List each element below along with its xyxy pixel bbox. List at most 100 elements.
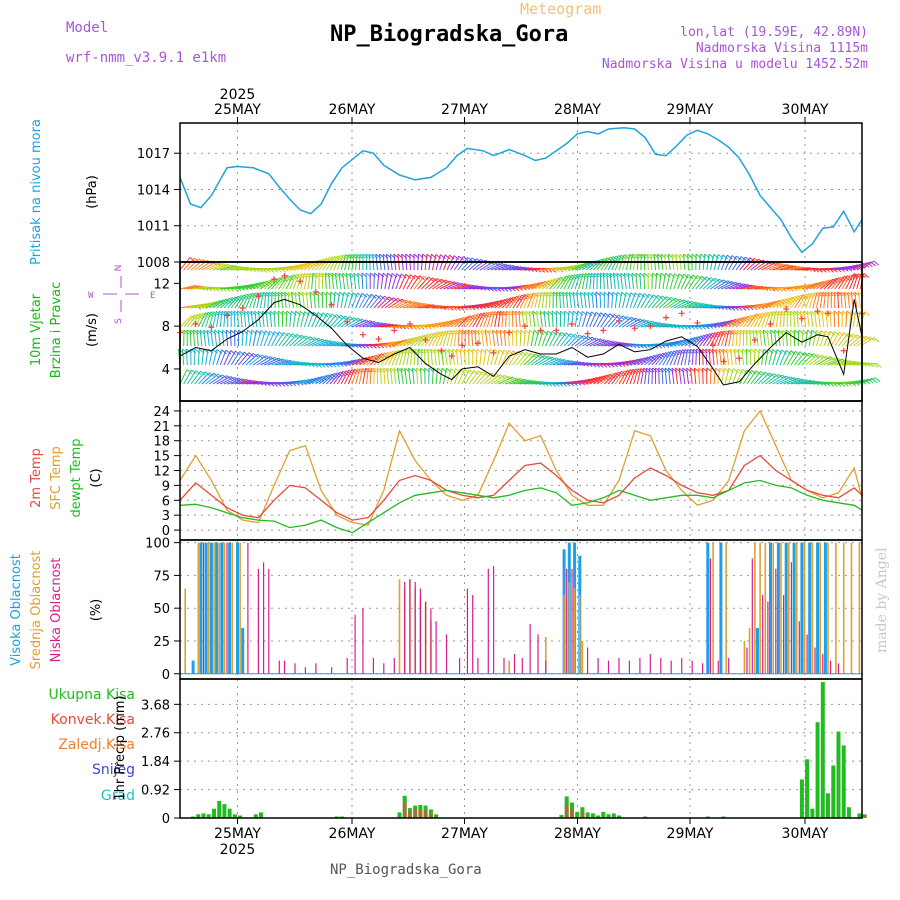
- wind-barb: [369, 353, 382, 366]
- wind-barb: [640, 293, 650, 309]
- precip-bar: [596, 815, 601, 818]
- bottom-date-label: 27MAY: [441, 826, 488, 842]
- wind-barb-flag: [337, 372, 343, 377]
- wind-barb: [726, 349, 730, 366]
- wind-barb: [604, 341, 621, 347]
- wind-barb: [252, 355, 267, 366]
- wind-barb: [209, 263, 225, 271]
- wind-barb-flag: [444, 254, 451, 260]
- wind-barb: [521, 311, 525, 328]
- wind-barb-flag: [494, 349, 501, 354]
- wind-barb: [216, 311, 220, 328]
- wind-barb: [579, 292, 583, 309]
- panel-frame: [179, 400, 863, 541]
- wind-barb: [362, 321, 379, 328]
- wind-barb: [536, 311, 539, 328]
- precip-bar: [846, 807, 851, 818]
- wind-barb: [552, 359, 569, 366]
- wind-barb-flag: [612, 256, 619, 261]
- wind-barb: [695, 304, 712, 309]
- wind-barb: [318, 340, 335, 347]
- wind-barb: [267, 331, 275, 347]
- wind-barb: [317, 291, 320, 309]
- wind-barb-flag: [462, 256, 469, 262]
- wind-barb: [505, 378, 521, 385]
- wind-barb: [805, 281, 821, 290]
- wind-barb-flag: [449, 254, 455, 260]
- wind-gust-marker: [767, 321, 774, 328]
- wind-barb: [519, 352, 532, 366]
- wind-barb: [236, 310, 239, 328]
- wind-barb: [205, 311, 212, 328]
- wind-barb: [326, 342, 343, 347]
- wind-barb: [399, 301, 415, 309]
- wind-barb: [285, 264, 302, 271]
- top-date-label: 25MAY: [214, 102, 261, 118]
- wind-barb-flag: [630, 292, 636, 297]
- wind-barb: [428, 278, 442, 290]
- wind-barb: [273, 310, 276, 328]
- wind-barb: [238, 283, 254, 290]
- wind-barb: [221, 330, 225, 347]
- wind-barb: [801, 329, 804, 347]
- wind-barb: [461, 257, 473, 271]
- wind-barb: [631, 273, 635, 290]
- wind-barb: [595, 291, 598, 309]
- wind-barb: [322, 341, 339, 347]
- wind-barb: [574, 378, 591, 385]
- wind-barb-flag: [413, 301, 420, 306]
- wind-barb: [223, 350, 232, 366]
- wind-barb: [315, 257, 327, 271]
- wind-barb-flag: [556, 291, 562, 297]
- wind-barb: [247, 311, 250, 328]
- wind-barb: [355, 368, 361, 385]
- wind-barb-flag: [400, 273, 407, 279]
- wind-gust-marker: [328, 301, 335, 308]
- temp-ylabel-1: 2m Temp: [29, 448, 44, 508]
- precip-bar: [841, 745, 846, 818]
- wind-barb: [549, 277, 561, 290]
- wind-barb: [757, 261, 772, 271]
- wind-barb: [670, 339, 686, 347]
- wind-barb: [190, 370, 202, 385]
- wind-barb: [386, 368, 389, 385]
- wind-barb: [692, 303, 708, 309]
- wind-barb-flag: [518, 295, 525, 300]
- wind-barb: [644, 368, 648, 385]
- wind-barb: [497, 297, 511, 309]
- wind-barb: [655, 323, 672, 328]
- wind-barb: [278, 275, 289, 290]
- wind-speed-line: [179, 298, 863, 386]
- wind-barb: [509, 378, 525, 385]
- bottom-year-label: 2025: [220, 842, 256, 858]
- wind-barb: [455, 349, 459, 366]
- wind-barb: [369, 295, 381, 309]
- wind-barb: [212, 311, 217, 328]
- wind-barb: [344, 292, 349, 309]
- wind-gust-marker: [678, 310, 685, 317]
- wind-barb: [245, 293, 253, 309]
- wind-barb: [410, 275, 420, 290]
- wind-barb: [512, 267, 529, 271]
- wind-barb: [307, 376, 323, 385]
- wind-barb: [538, 279, 552, 290]
- wind-barb: [589, 258, 602, 271]
- wind-barb-flag: [542, 330, 549, 336]
- wind-barb: [764, 349, 769, 366]
- wind-barb: [457, 315, 470, 328]
- wind-barb: [651, 295, 663, 309]
- precip-bar: [222, 804, 227, 818]
- wind-barb-flag: [221, 349, 227, 355]
- wind-barb: [706, 305, 723, 309]
- wind-barb: [745, 348, 748, 366]
- wind-barb: [569, 292, 572, 309]
- wind-gust-marker: [851, 272, 858, 279]
- wind-gust-marker: [840, 347, 847, 354]
- wind-barb: [435, 331, 443, 347]
- wind-barb: [329, 314, 342, 328]
- wind-barb: [833, 310, 836, 328]
- wind-barb: [541, 292, 545, 309]
- wind-barb: [183, 369, 192, 385]
- wind-barb: [651, 352, 664, 366]
- wind-barb: [190, 303, 207, 309]
